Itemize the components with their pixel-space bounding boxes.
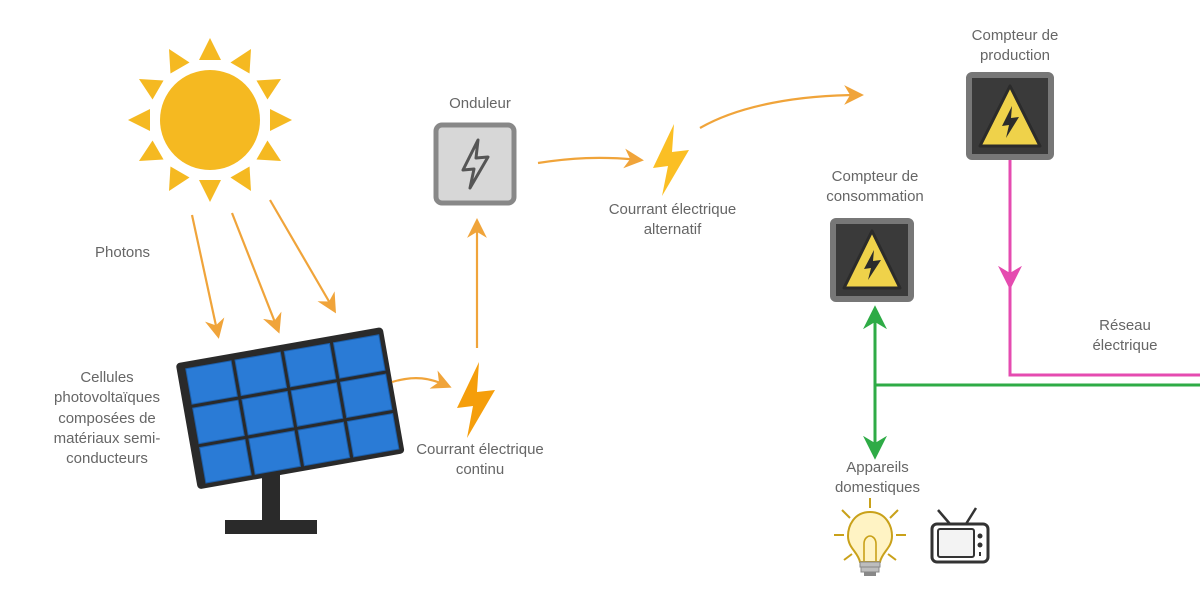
arrow-panel-to-dc xyxy=(392,378,448,386)
photon-arrows xyxy=(192,200,334,335)
label-meter-prod: Compteur de production xyxy=(955,26,1075,67)
label-cells: Cellules photovoltaïques composées de ma… xyxy=(32,368,182,469)
consumption-meter-icon xyxy=(833,221,911,299)
diagram-svg xyxy=(0,0,1200,601)
label-dc: Courrant électrique continu xyxy=(395,440,565,481)
dc-bolt-icon xyxy=(457,362,495,438)
tv-icon xyxy=(932,508,988,562)
inverter-icon xyxy=(436,125,514,203)
ac-bolt-icon xyxy=(653,124,689,196)
lightbulb-icon xyxy=(834,498,906,576)
arrow-ac-to-meter xyxy=(700,95,860,128)
label-inverter: Onduleur xyxy=(440,94,520,114)
arrow-inverter-to-ac xyxy=(538,158,640,163)
label-ac: Courrant électrique alternatif xyxy=(585,200,760,241)
solar-panel-icon xyxy=(176,327,405,534)
production-meter-icon xyxy=(969,75,1051,157)
sun-icon xyxy=(128,38,292,202)
label-grid: Réseau électrique xyxy=(1065,316,1185,357)
diagram-canvas: Photons Cellules photovoltaïques composé… xyxy=(0,0,1200,601)
label-appliances: Appareils domestiques xyxy=(820,458,935,499)
label-meter-cons: Compteur de consommation xyxy=(810,167,940,208)
label-photons: Photons xyxy=(95,243,185,263)
